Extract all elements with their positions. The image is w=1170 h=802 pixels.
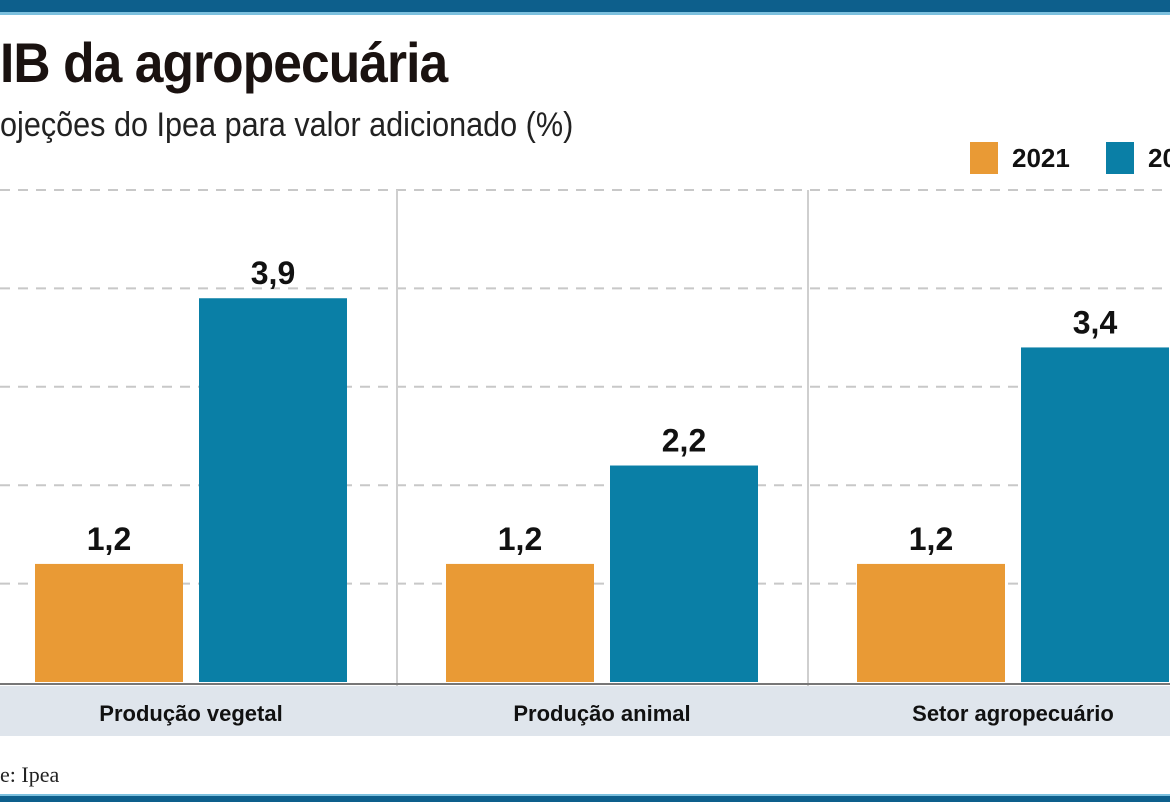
chart-title: IB da agropecuária	[0, 31, 448, 94]
bar-2021	[857, 563, 1005, 682]
category-label: Produção vegetal	[99, 701, 282, 726]
bar-2021	[446, 563, 594, 682]
category-label: Produção animal	[513, 701, 690, 726]
data-label: 3,4	[1073, 304, 1118, 340]
legend-label: 2021	[1012, 142, 1070, 173]
category-label: Setor agropecuário	[912, 701, 1114, 726]
chart-subtitle: ojeções do Ipea para valor adicionado (%…	[0, 106, 574, 144]
bottom-bar	[0, 794, 1170, 802]
legend-item-2021: 2021	[970, 142, 1070, 174]
data-label: 2,2	[662, 423, 706, 459]
data-label: 1,2	[498, 521, 542, 557]
data-label: 1,2	[87, 521, 131, 557]
legend-item-20: 20	[1106, 142, 1170, 174]
bar-20	[199, 298, 347, 682]
top-bar	[0, 0, 1170, 15]
bar-20	[1021, 347, 1169, 682]
legend-label: 20	[1148, 142, 1170, 173]
data-label: 3,9	[251, 255, 295, 291]
source-note: e: Ipea	[0, 762, 60, 787]
data-label: 1,2	[909, 521, 953, 557]
category-band	[0, 686, 1170, 736]
legend-swatch	[1106, 142, 1134, 174]
legend-swatch	[970, 142, 998, 174]
bar-2021	[35, 563, 183, 682]
bar-20	[610, 465, 758, 682]
